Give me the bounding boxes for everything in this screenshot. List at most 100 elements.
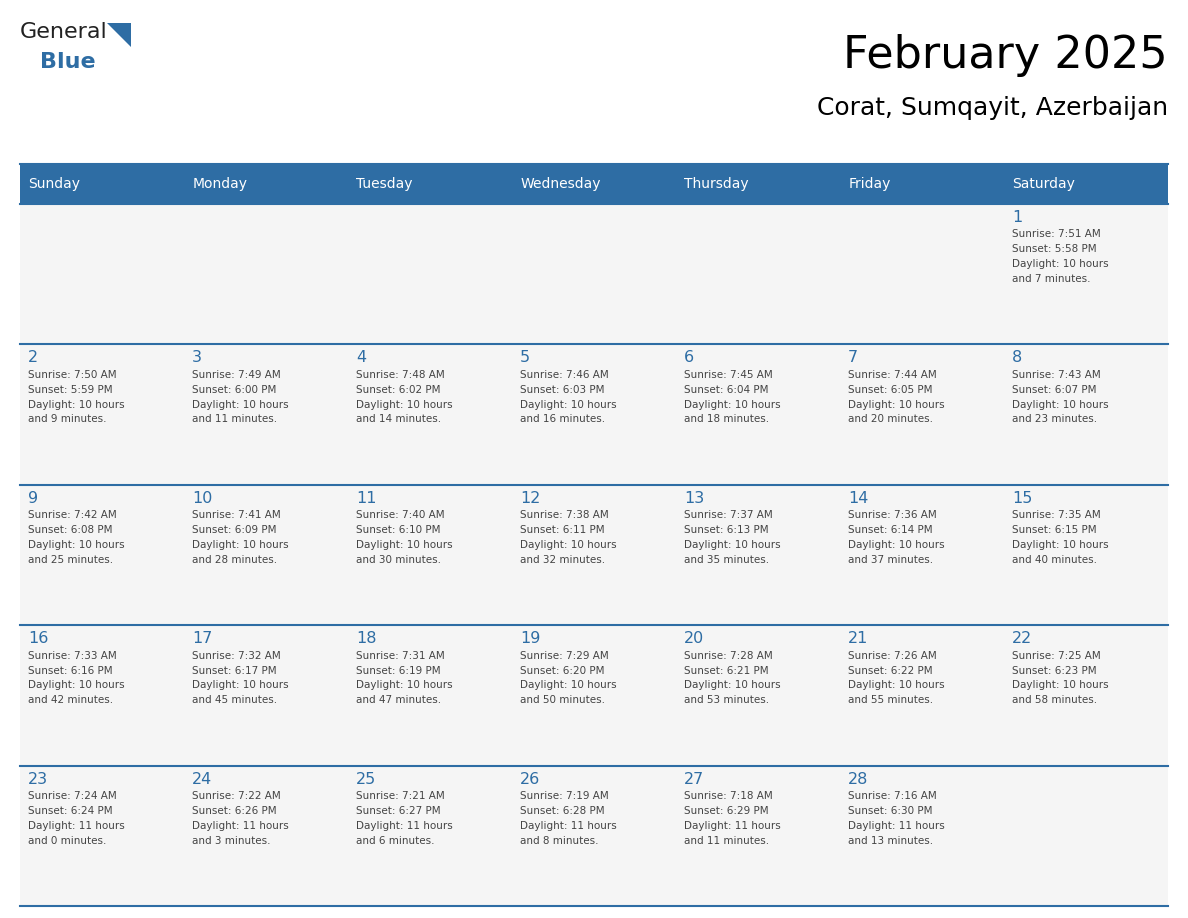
Text: and 45 minutes.: and 45 minutes. (192, 695, 277, 705)
Text: Sunrise: 7:43 AM: Sunrise: 7:43 AM (1012, 370, 1101, 380)
Text: General: General (20, 22, 108, 42)
Text: Sunset: 6:16 PM: Sunset: 6:16 PM (29, 666, 113, 676)
Text: Sunset: 5:59 PM: Sunset: 5:59 PM (29, 385, 113, 395)
Bar (348, 485, 512, 625)
Text: Sunset: 6:13 PM: Sunset: 6:13 PM (684, 525, 769, 535)
Bar (512, 485, 676, 625)
Bar (20, 204, 184, 344)
Bar (512, 344, 676, 485)
Bar (184, 766, 348, 906)
Text: Daylight: 11 hours: Daylight: 11 hours (684, 821, 781, 831)
Text: Sunrise: 7:31 AM: Sunrise: 7:31 AM (356, 651, 446, 661)
Bar (184, 625, 348, 766)
Text: Corat, Sumqayit, Azerbaijan: Corat, Sumqayit, Azerbaijan (817, 96, 1168, 120)
Text: and 3 minutes.: and 3 minutes. (192, 835, 271, 845)
Text: Daylight: 10 hours: Daylight: 10 hours (684, 399, 781, 409)
Text: Sunset: 6:20 PM: Sunset: 6:20 PM (520, 666, 605, 676)
Text: Daylight: 10 hours: Daylight: 10 hours (520, 540, 617, 550)
Text: Sunrise: 7:29 AM: Sunrise: 7:29 AM (520, 651, 609, 661)
Text: 19: 19 (520, 632, 541, 646)
Text: Daylight: 11 hours: Daylight: 11 hours (520, 821, 617, 831)
Text: Sunset: 6:22 PM: Sunset: 6:22 PM (848, 666, 933, 676)
Text: Sunset: 6:29 PM: Sunset: 6:29 PM (684, 806, 769, 816)
Text: Daylight: 10 hours: Daylight: 10 hours (684, 680, 781, 690)
Bar (348, 344, 512, 485)
Text: Daylight: 10 hours: Daylight: 10 hours (1012, 259, 1108, 269)
Text: and 35 minutes.: and 35 minutes. (684, 554, 770, 565)
Text: and 40 minutes.: and 40 minutes. (1012, 554, 1098, 565)
Text: 1: 1 (1012, 210, 1023, 225)
Text: 22: 22 (1012, 632, 1032, 646)
Bar (20, 164, 1168, 204)
Text: Sunrise: 7:51 AM: Sunrise: 7:51 AM (1012, 230, 1101, 240)
Text: and 6 minutes.: and 6 minutes. (356, 835, 435, 845)
Text: Sunset: 6:08 PM: Sunset: 6:08 PM (29, 525, 113, 535)
Text: Tuesday: Tuesday (356, 177, 412, 191)
Text: Sunset: 6:04 PM: Sunset: 6:04 PM (684, 385, 769, 395)
Text: 17: 17 (192, 632, 213, 646)
Text: and 50 minutes.: and 50 minutes. (520, 695, 605, 705)
Text: Daylight: 11 hours: Daylight: 11 hours (848, 821, 944, 831)
Text: 14: 14 (848, 491, 868, 506)
Text: 9: 9 (29, 491, 38, 506)
Bar (840, 766, 1004, 906)
Bar (512, 204, 676, 344)
Text: Sunrise: 7:35 AM: Sunrise: 7:35 AM (1012, 510, 1101, 521)
Text: Sunrise: 7:49 AM: Sunrise: 7:49 AM (192, 370, 280, 380)
Text: 21: 21 (848, 632, 868, 646)
Text: 12: 12 (520, 491, 541, 506)
Text: 23: 23 (29, 772, 49, 787)
Bar (840, 625, 1004, 766)
Bar (512, 766, 676, 906)
Text: Sunrise: 7:25 AM: Sunrise: 7:25 AM (1012, 651, 1101, 661)
Text: 5: 5 (520, 351, 530, 365)
Text: Sunrise: 7:40 AM: Sunrise: 7:40 AM (356, 510, 444, 521)
Text: 13: 13 (684, 491, 704, 506)
Bar (20, 485, 184, 625)
Text: Monday: Monday (192, 177, 247, 191)
Text: 3: 3 (192, 351, 202, 365)
Bar (1004, 485, 1168, 625)
Bar (20, 344, 184, 485)
Text: and 53 minutes.: and 53 minutes. (684, 695, 770, 705)
Text: and 7 minutes.: and 7 minutes. (1012, 274, 1091, 284)
Text: Sunset: 6:05 PM: Sunset: 6:05 PM (848, 385, 933, 395)
Bar (184, 204, 348, 344)
Text: and 25 minutes.: and 25 minutes. (29, 554, 113, 565)
Text: Sunrise: 7:21 AM: Sunrise: 7:21 AM (356, 791, 446, 801)
Text: Daylight: 10 hours: Daylight: 10 hours (1012, 399, 1108, 409)
Text: 11: 11 (356, 491, 377, 506)
Text: Daylight: 11 hours: Daylight: 11 hours (356, 821, 453, 831)
Text: Sunset: 6:19 PM: Sunset: 6:19 PM (356, 666, 441, 676)
Text: Sunrise: 7:42 AM: Sunrise: 7:42 AM (29, 510, 116, 521)
Text: and 11 minutes.: and 11 minutes. (684, 835, 770, 845)
Bar (1004, 766, 1168, 906)
Text: 8: 8 (1012, 351, 1023, 365)
Text: Sunrise: 7:33 AM: Sunrise: 7:33 AM (29, 651, 116, 661)
Text: Sunset: 6:03 PM: Sunset: 6:03 PM (520, 385, 605, 395)
Text: Daylight: 10 hours: Daylight: 10 hours (356, 540, 453, 550)
Text: Sunrise: 7:45 AM: Sunrise: 7:45 AM (684, 370, 773, 380)
Text: Sunrise: 7:38 AM: Sunrise: 7:38 AM (520, 510, 609, 521)
Text: 4: 4 (356, 351, 366, 365)
Text: and 16 minutes.: and 16 minutes. (520, 414, 606, 424)
Bar (676, 344, 840, 485)
Text: Thursday: Thursday (684, 177, 748, 191)
Text: Sunrise: 7:24 AM: Sunrise: 7:24 AM (29, 791, 116, 801)
Text: Daylight: 10 hours: Daylight: 10 hours (356, 399, 453, 409)
Text: Daylight: 10 hours: Daylight: 10 hours (848, 399, 944, 409)
Text: Daylight: 11 hours: Daylight: 11 hours (192, 821, 289, 831)
Text: Sunrise: 7:32 AM: Sunrise: 7:32 AM (192, 651, 280, 661)
Text: Sunrise: 7:44 AM: Sunrise: 7:44 AM (848, 370, 937, 380)
Text: Daylight: 10 hours: Daylight: 10 hours (192, 540, 289, 550)
Text: Sunrise: 7:36 AM: Sunrise: 7:36 AM (848, 510, 937, 521)
Text: 6: 6 (684, 351, 694, 365)
Bar (184, 344, 348, 485)
Text: 15: 15 (1012, 491, 1032, 506)
Polygon shape (107, 23, 131, 47)
Text: and 42 minutes.: and 42 minutes. (29, 695, 113, 705)
Text: Sunset: 6:15 PM: Sunset: 6:15 PM (1012, 525, 1097, 535)
Bar (184, 485, 348, 625)
Text: Wednesday: Wednesday (520, 177, 601, 191)
Text: Daylight: 10 hours: Daylight: 10 hours (848, 540, 944, 550)
